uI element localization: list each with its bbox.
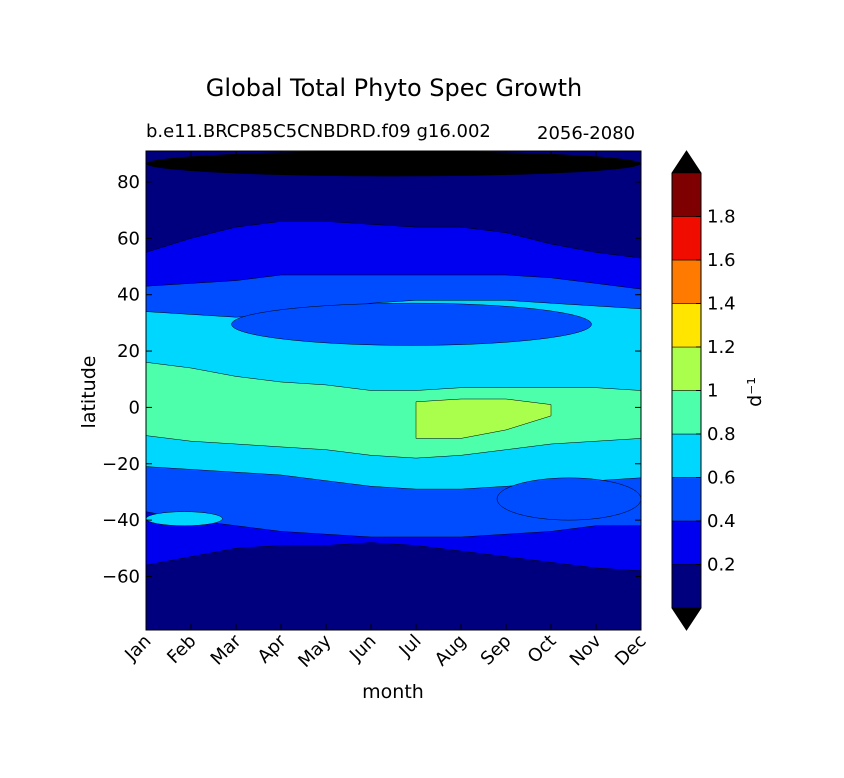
x-tick-label: Mar <box>207 630 246 669</box>
y-tick-label: 80 <box>117 172 140 193</box>
colorbar-segment <box>671 477 702 522</box>
x-tick-label: Dec <box>611 631 650 670</box>
x-tick-label: Jul <box>395 631 426 662</box>
colorbar-tick-label: 0.8 <box>707 424 736 445</box>
x-tick-label: Apr <box>254 630 291 667</box>
y-tick-label: −20 <box>102 454 140 475</box>
y-tick-label: −60 <box>102 566 140 587</box>
y-tick-label: 0 <box>129 397 140 418</box>
colorbar-segment <box>671 346 702 391</box>
contour-feature-nh-subtropical-low <box>231 302 592 346</box>
x-tick-label: Jan <box>120 631 155 666</box>
contour-band-level-5 <box>415 398 552 439</box>
contour-band-level-4 <box>146 362 641 459</box>
colorbar-segment <box>671 564 702 609</box>
chart-subtitle-case: b.e11.BRCP85C5CNBDRD.f09 g16.002 <box>146 121 491 142</box>
x-tick-label: Feb <box>163 631 200 668</box>
colorbar-label: d⁻¹ <box>744 377 766 407</box>
colorbar-segment <box>671 390 702 435</box>
colorbar-extend-over <box>672 151 701 173</box>
chart-title: Global Total Phyto Spec Growth <box>205 74 583 102</box>
colorbar: 0.2 0.4 0.6 0.8 1 1.2 1.4 1.6 1.8 <box>671 150 736 631</box>
y-axis-label: latitude <box>78 356 100 429</box>
x-tick-label: Oct <box>524 631 561 668</box>
x-tick-label: Jun <box>345 631 380 666</box>
contour-feature-sh-feb-tongue <box>146 511 223 526</box>
y-tick-label: 40 <box>117 285 140 306</box>
x-tick-label: Aug <box>431 631 471 671</box>
x-tick-label: May <box>294 630 335 671</box>
x-tick-label: Nov <box>566 630 606 670</box>
colorbar-extend-under <box>672 608 701 630</box>
x-axis-label: month <box>362 681 424 703</box>
colorbar-segment <box>671 259 702 304</box>
colorbar-segment <box>671 433 702 478</box>
colorbar-tick-label: 1.4 <box>707 294 736 315</box>
colorbar-tick-label: 1.6 <box>707 250 736 271</box>
colorbar-tick-label: 1 <box>707 381 718 402</box>
colorbar-tick-label: 0.4 <box>707 511 736 532</box>
chart-subtitle-years: 2056-2080 <box>537 123 636 144</box>
y-tick-label: 20 <box>117 341 140 362</box>
colorbar-outline <box>671 150 702 631</box>
colorbar-tick-label: 0.2 <box>707 555 736 576</box>
colorbar-segment <box>671 520 702 565</box>
colorbar-tick-label: 0.6 <box>707 468 736 489</box>
colorbar-tick-label: 1.2 <box>707 337 736 358</box>
y-tick-label: −40 <box>102 510 140 531</box>
colorbar-tick-label: 1.8 <box>707 207 736 228</box>
colorbar-segment <box>671 216 702 261</box>
y-tick-label: 60 <box>117 228 140 249</box>
contour-feature-sh-autumn-low <box>496 477 641 521</box>
colorbar-segment <box>671 303 702 348</box>
plot-frame <box>145 150 642 631</box>
y-axis: 80 60 40 20 0 −20 −40 −60 <box>102 172 641 587</box>
x-tick-label: Sep <box>477 631 516 670</box>
contour-feature-arctic-winter-minimum <box>146 151 641 177</box>
plot-area <box>146 151 641 630</box>
colorbar-segment <box>671 172 702 217</box>
